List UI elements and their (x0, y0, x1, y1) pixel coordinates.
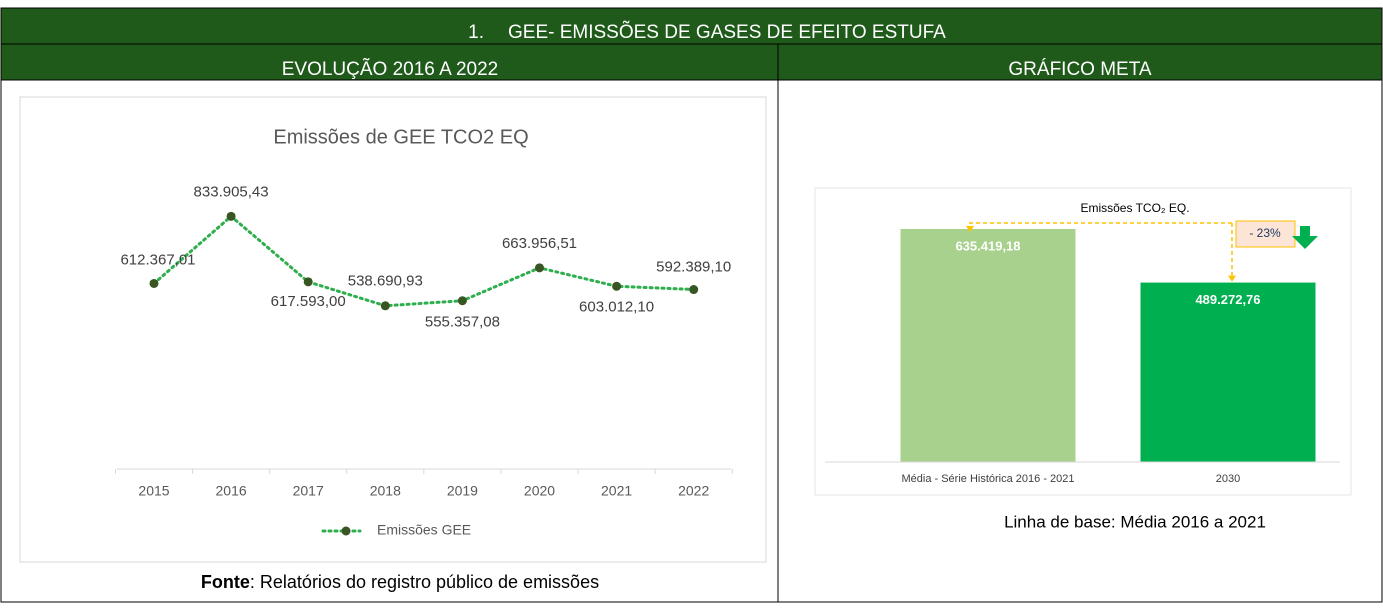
column-title: EVOLUÇÃO 2016 A 2022 (282, 58, 499, 80)
header-title: GEE- EMISSÕES DE GASES DE EFEITO ESTUFA (508, 21, 946, 43)
x-tick-label: 2017 (293, 483, 324, 499)
header-bar (0, 7, 1383, 45)
cell (777, 79, 1383, 603)
arrowhead (966, 225, 974, 232)
baseline-caption: Linha de base: Média 2016 a 2021 (1004, 512, 1266, 531)
bar (1140, 282, 1316, 462)
x-tick-label: 2020 (524, 483, 555, 499)
legend-marker (341, 526, 351, 536)
marker (149, 278, 159, 288)
chart-frame (19, 96, 767, 563)
bar (900, 228, 1076, 462)
annotation-box (1235, 220, 1296, 248)
header-number: 1. (468, 22, 484, 43)
source-text: : Relatórios do registro público de emis… (250, 572, 599, 592)
data-label: 833.905,43 (194, 183, 269, 200)
arrowhead (1228, 275, 1236, 282)
source: Fonte: Relatórios do registro público de… (201, 572, 599, 592)
source-label: Fonte (201, 572, 250, 592)
x-tick-label: 2022 (678, 483, 709, 499)
data-label: 663.956,51 (502, 235, 577, 252)
column-title: GRÁFICO META (1008, 59, 1152, 80)
marker (226, 211, 236, 221)
down-arrow (1292, 226, 1318, 249)
data-label: 603.012,10 (579, 298, 654, 315)
chart-title: Emissões de GEE TCO2 EQ (273, 126, 528, 148)
column-header (777, 43, 1383, 81)
x-tick-label: 2018 (370, 483, 401, 499)
marker (535, 263, 544, 273)
x-tick-label: 2019 (447, 483, 478, 499)
series-line (152, 214, 696, 308)
x-tick-label: 2016 (216, 483, 247, 499)
data-label: 538.690,93 (348, 273, 423, 290)
data-label: 592.389,10 (656, 258, 731, 275)
marker (457, 296, 467, 306)
legend-label: Emissões GEE (377, 522, 471, 538)
marker (689, 285, 699, 295)
x-tick-label: Média - Série Histórica 2016 - 2021 (901, 473, 1074, 485)
data-label: 489.272,76 (1195, 292, 1260, 307)
data-label: 617.593,00 (271, 293, 346, 310)
data-label: 635.419,18 (955, 238, 1020, 253)
data-label: 612.367,01 (120, 251, 195, 268)
x-tick-label: 2030 (1216, 473, 1240, 485)
marker (303, 277, 313, 287)
column-header (0, 43, 779, 81)
marker (380, 301, 390, 311)
chart-title: Emissões TCO₂ EQ. (1080, 201, 1189, 215)
annotation: - 23% (1249, 226, 1281, 240)
data-label: 555.357,08 (425, 314, 500, 331)
x-tick-label: 2021 (601, 483, 632, 499)
marker (612, 281, 622, 291)
x-tick-label: 2015 (138, 483, 169, 499)
